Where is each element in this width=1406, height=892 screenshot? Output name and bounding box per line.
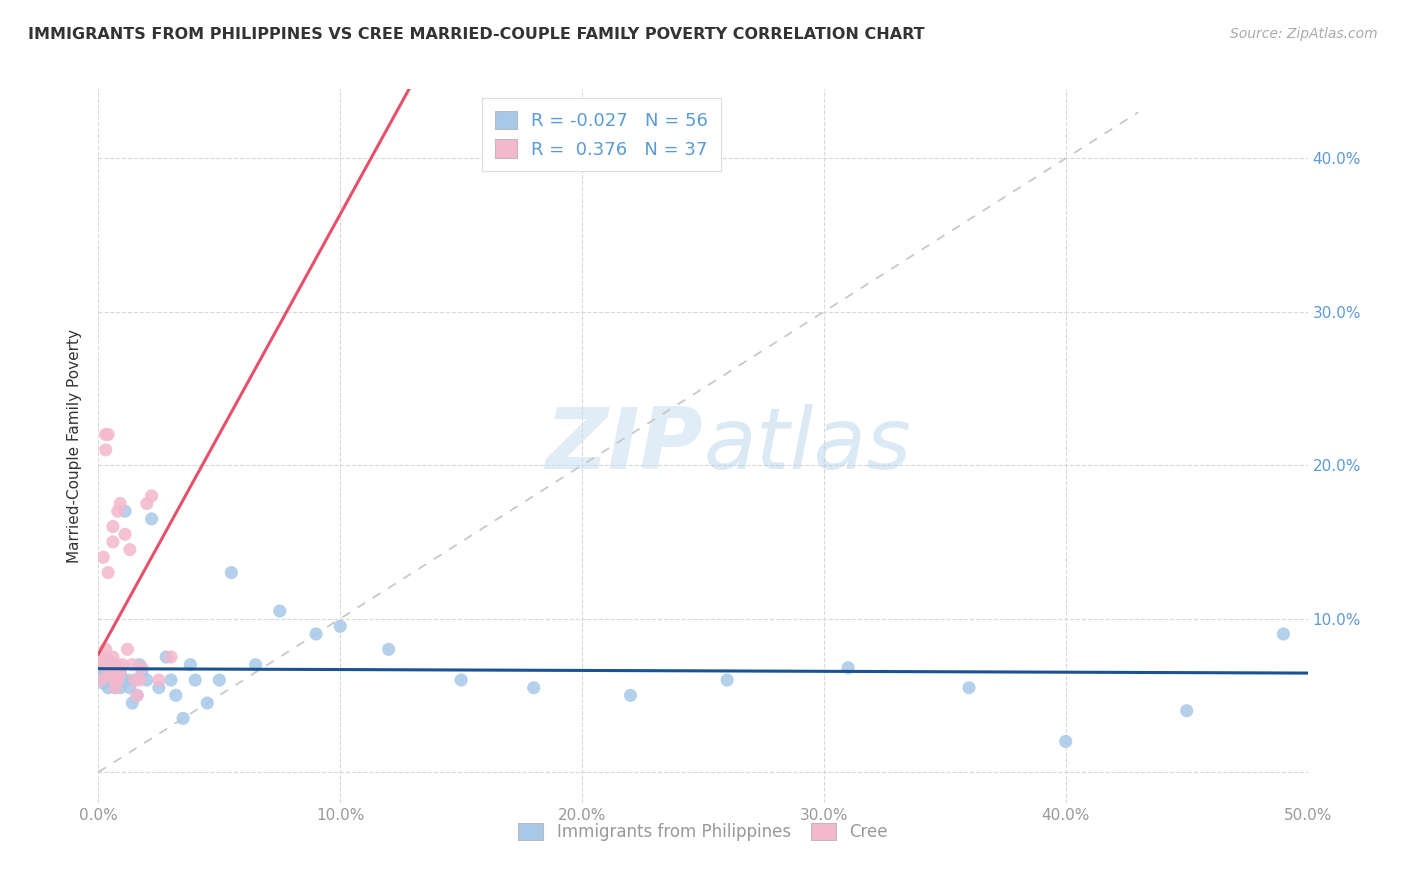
Point: [91, 657, 114, 672]
Point: [114, 504, 136, 518]
Point: [141, 489, 163, 503]
Point: [94, 673, 117, 687]
Point: [107, 504, 129, 518]
Point: [104, 661, 127, 675]
Point: [179, 657, 201, 672]
Point: [91, 676, 114, 690]
Point: [957, 681, 980, 695]
Point: [108, 681, 131, 695]
Point: [305, 627, 328, 641]
Point: [101, 535, 124, 549]
Point: [94, 427, 117, 442]
Point: [117, 673, 139, 687]
Point: [101, 657, 124, 672]
Point: [135, 497, 157, 511]
Point: [97, 566, 120, 580]
Point: [329, 619, 352, 633]
Point: [104, 673, 127, 687]
Point: [90, 673, 112, 687]
Point: [141, 512, 163, 526]
Point: [160, 650, 183, 665]
Point: [245, 657, 267, 672]
Point: [184, 673, 207, 687]
Point: [104, 665, 127, 680]
Point: [101, 670, 124, 684]
Y-axis label: Married-Couple Family Poverty: Married-Couple Family Poverty: [67, 329, 83, 563]
Point: [172, 711, 194, 725]
Point: [91, 670, 114, 684]
Point: [135, 673, 157, 687]
Point: [1054, 734, 1077, 748]
Point: [128, 657, 150, 672]
Text: Source: ZipAtlas.com: Source: ZipAtlas.com: [1230, 27, 1378, 41]
Point: [127, 689, 149, 703]
Point: [155, 650, 177, 665]
Point: [107, 676, 129, 690]
Point: [111, 673, 134, 687]
Point: [100, 661, 122, 675]
Point: [118, 681, 141, 695]
Point: [165, 689, 187, 703]
Point: [716, 673, 738, 687]
Point: [101, 519, 124, 533]
Point: [104, 673, 127, 687]
Point: [90, 655, 112, 669]
Point: [97, 427, 120, 442]
Point: [91, 550, 114, 565]
Point: [148, 673, 170, 687]
Point: [837, 661, 859, 675]
Point: [619, 689, 641, 703]
Point: [148, 681, 170, 695]
Point: [107, 661, 129, 675]
Point: [127, 689, 149, 703]
Point: [117, 642, 139, 657]
Point: [108, 497, 131, 511]
Point: [94, 442, 117, 457]
Point: [104, 681, 127, 695]
Point: [101, 650, 124, 665]
Point: [107, 657, 129, 672]
Text: atlas: atlas: [703, 404, 911, 488]
Point: [377, 642, 399, 657]
Point: [111, 657, 134, 672]
Point: [221, 566, 243, 580]
Point: [523, 681, 546, 695]
Point: [100, 655, 122, 669]
Point: [100, 657, 122, 672]
Point: [121, 696, 143, 710]
Point: [124, 673, 146, 687]
Point: [104, 681, 127, 695]
Point: [269, 604, 291, 618]
Point: [108, 665, 131, 680]
Point: [131, 665, 153, 680]
Point: [1175, 704, 1198, 718]
Point: [94, 642, 117, 657]
Point: [114, 527, 136, 541]
Point: [97, 681, 120, 695]
Point: [450, 673, 472, 687]
Point: [128, 673, 150, 687]
Point: [160, 673, 183, 687]
Point: [118, 542, 141, 557]
Point: [100, 673, 122, 687]
Point: [107, 673, 129, 687]
Text: IMMIGRANTS FROM PHILIPPINES VS CREE MARRIED-COUPLE FAMILY POVERTY CORRELATION CH: IMMIGRANTS FROM PHILIPPINES VS CREE MARR…: [28, 27, 925, 42]
Point: [1272, 627, 1295, 641]
Point: [91, 650, 114, 665]
Point: [108, 665, 131, 680]
Point: [90, 664, 112, 678]
Point: [208, 673, 231, 687]
Point: [107, 670, 129, 684]
Point: [97, 665, 120, 680]
Point: [101, 676, 124, 690]
Point: [100, 670, 122, 684]
Point: [124, 673, 146, 687]
Point: [97, 665, 120, 680]
Point: [195, 696, 218, 710]
Point: [94, 657, 117, 672]
Point: [131, 661, 153, 675]
Point: [121, 657, 143, 672]
Legend: Immigrants from Philippines, Cree: Immigrants from Philippines, Cree: [512, 816, 894, 848]
Text: ZIP: ZIP: [546, 404, 703, 488]
